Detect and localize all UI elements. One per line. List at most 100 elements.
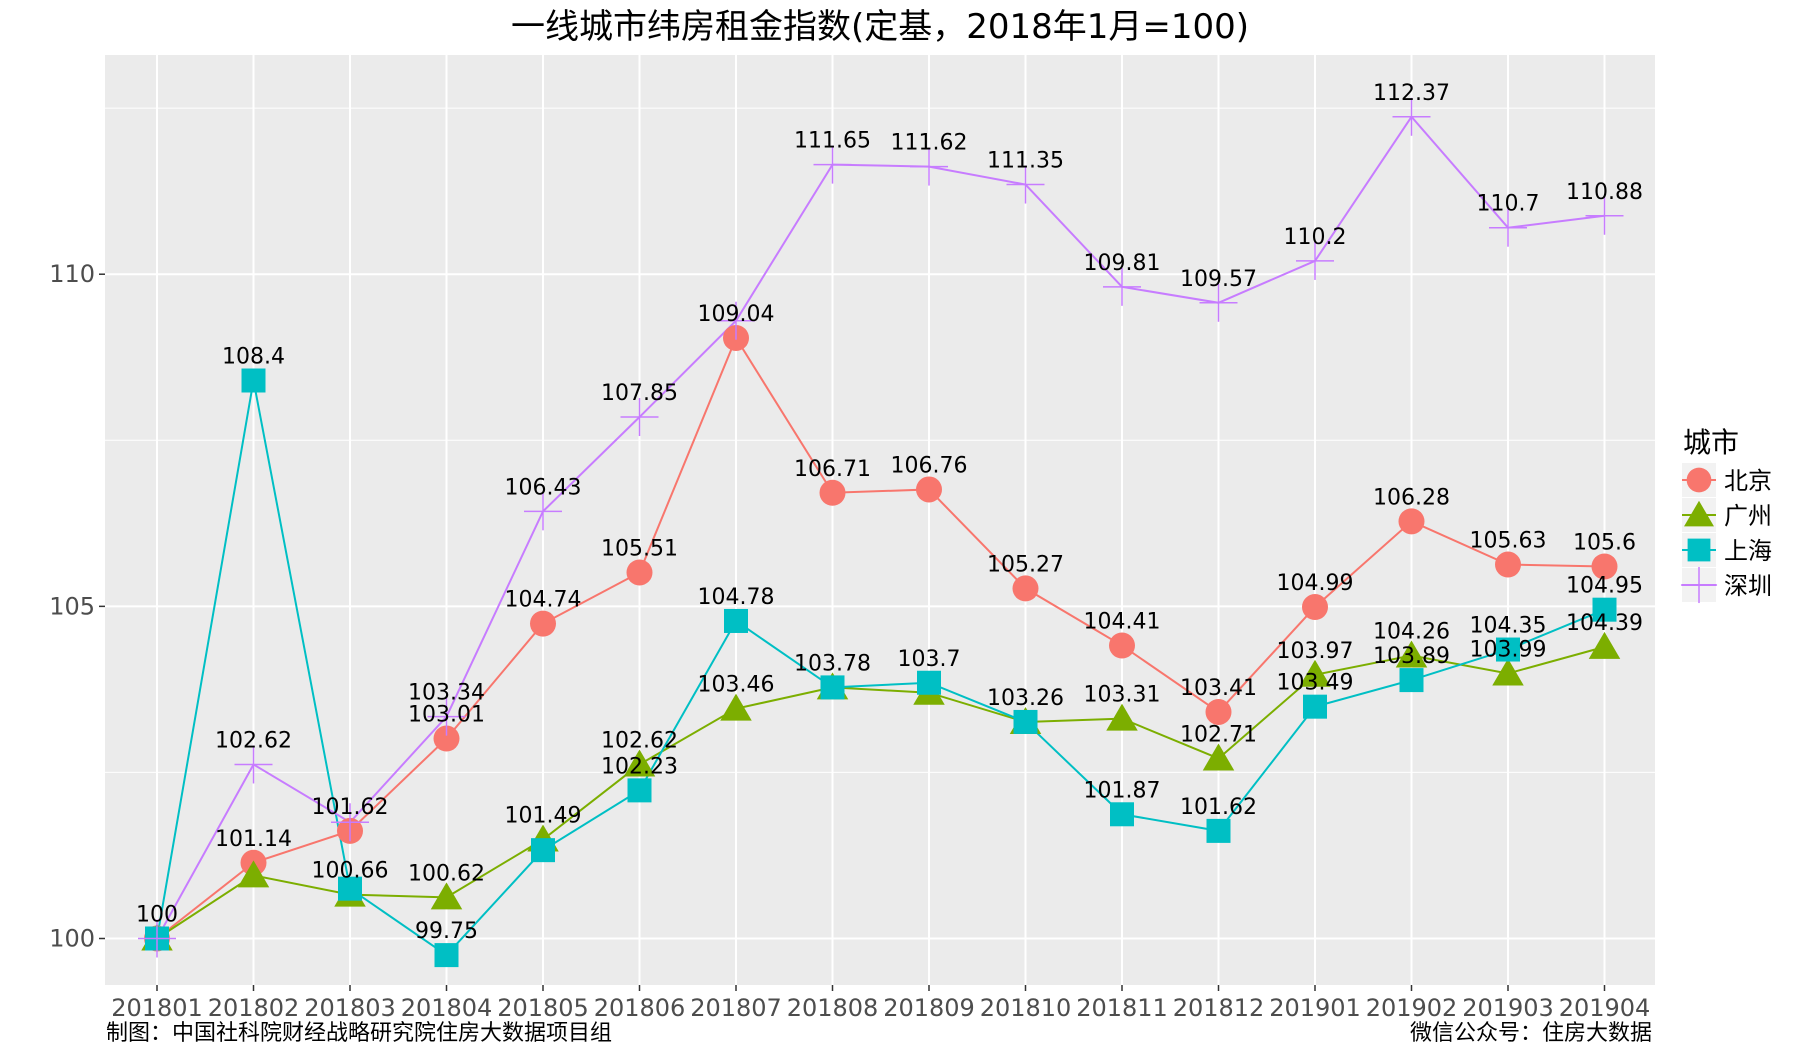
data-label: 104.74	[505, 588, 582, 613]
point-上海	[531, 838, 555, 863]
x-tick-label: 201804	[401, 994, 493, 1022]
x-tick-label: 201808	[787, 994, 879, 1022]
data-label: 104.39	[1566, 611, 1643, 636]
point-深圳	[427, 697, 466, 736]
x-tick-label: 201806	[594, 994, 686, 1022]
point-上海	[1013, 709, 1038, 734]
data-label: 101.62	[1180, 795, 1257, 820]
x-tick-label: 201811	[1076, 994, 1168, 1022]
legend-label: 北京	[1724, 467, 1772, 495]
point-北京	[1591, 553, 1618, 580]
legend-label: 上海	[1724, 537, 1772, 565]
y-tick-label: 105	[49, 592, 95, 620]
point-北京	[1205, 698, 1232, 725]
data-label: 104.41	[1084, 610, 1161, 635]
x-tick-label: 201805	[497, 994, 589, 1022]
point-深圳	[331, 803, 369, 842]
x-tick-label: 201904	[1559, 994, 1651, 1022]
data-label: 103.41	[1180, 676, 1257, 701]
point-深圳	[1585, 196, 1624, 235]
point-北京	[1495, 551, 1521, 578]
data-label: 102.62	[215, 728, 292, 753]
point-深圳	[1103, 267, 1141, 306]
point-北京	[1302, 594, 1328, 621]
x-tick-label: 201801	[111, 994, 203, 1022]
point-北京	[1012, 575, 1039, 602]
point-深圳	[1296, 241, 1334, 280]
legend-key-广州	[1684, 500, 1714, 527]
point-广州	[1588, 631, 1621, 659]
data-label: 105.6	[1573, 531, 1636, 556]
x-tick-label: 201902	[1366, 994, 1458, 1022]
point-北京	[626, 559, 653, 586]
data-label: 110.2	[1284, 225, 1347, 250]
data-label: 102.23	[601, 754, 678, 779]
x-axis: 201801 201802 201803 201804 201805 201806 2018…	[111, 985, 1650, 1022]
data-label: 103.26	[987, 686, 1064, 711]
series-line-上海	[156, 380, 1605, 957]
y-tick-label: 100	[49, 925, 95, 953]
legend-title: 城市	[1683, 426, 1739, 459]
point-深圳	[1199, 283, 1238, 322]
point-上海	[434, 943, 459, 968]
data-label: 103.01	[408, 703, 485, 728]
point-广州	[1106, 703, 1138, 731]
data-label: 109.81	[1084, 251, 1161, 276]
data-label: 104.95	[1566, 574, 1643, 599]
data-label: 103.99	[1470, 637, 1547, 662]
point-上海	[1592, 597, 1617, 622]
data-label: 109.04	[698, 302, 775, 327]
x-tick-label: 201802	[208, 994, 300, 1022]
data-label: 101.62	[312, 795, 389, 820]
data-labels: 101.14 101.62 103.01 104.74 105.51 109.04 106.…	[136, 81, 1643, 944]
point-广州	[1492, 658, 1524, 686]
point-上海	[820, 675, 845, 700]
data-label: 104.78	[698, 585, 775, 610]
legend-key-上海	[1687, 538, 1711, 562]
point-广州	[237, 860, 270, 888]
point-深圳	[910, 147, 948, 186]
point-上海	[724, 608, 748, 633]
data-label: 110.88	[1566, 180, 1643, 205]
point-广州	[623, 749, 656, 777]
data-label: 103.89	[1373, 644, 1450, 669]
data-label: 104.99	[1277, 571, 1354, 596]
data-label: 102.62	[601, 728, 678, 753]
point-广州	[1202, 743, 1235, 771]
legend-key-深圳	[1680, 566, 1718, 604]
point-深圳	[717, 301, 755, 340]
point-上海	[241, 368, 266, 393]
series-line-广州	[156, 645, 1605, 940]
point-深圳	[1489, 208, 1527, 247]
chart-title: 一线城市纬房租金指数(定基，2018年1月=100)	[511, 7, 1249, 47]
data-label: 101.49	[505, 804, 582, 829]
point-深圳	[1006, 165, 1045, 204]
data-label: 103.97	[1277, 639, 1354, 664]
footer-right: 微信公众号：住房大数据	[1410, 1021, 1652, 1046]
data-label: 105.51	[601, 536, 678, 561]
point-深圳	[524, 492, 562, 531]
x-tick-label: 201807	[690, 994, 782, 1022]
y-tick-label: 110	[49, 260, 95, 288]
data-label: 103.34	[408, 681, 485, 706]
data-label: 105.63	[1470, 529, 1547, 554]
point-上海	[1110, 802, 1134, 827]
data-label: 112.37	[1373, 81, 1450, 106]
data-label: 100.62	[408, 861, 485, 886]
x-tick-label: 201803	[304, 994, 396, 1022]
legend-label: 广州	[1724, 502, 1772, 530]
data-label: 111.62	[891, 131, 968, 156]
data-label: 103.49	[1277, 671, 1354, 696]
series-line-深圳	[156, 115, 1605, 939]
data-label: 106.76	[891, 453, 968, 478]
data-label: 103.7	[898, 647, 961, 672]
point-深圳	[813, 145, 852, 184]
point-上海	[1206, 818, 1231, 843]
point-北京	[819, 479, 846, 506]
data-label: 100	[136, 903, 178, 928]
data-label: 103.78	[794, 651, 871, 676]
point-上海	[1496, 637, 1520, 662]
series-line-北京	[156, 335, 1605, 940]
point-广州	[430, 882, 463, 910]
